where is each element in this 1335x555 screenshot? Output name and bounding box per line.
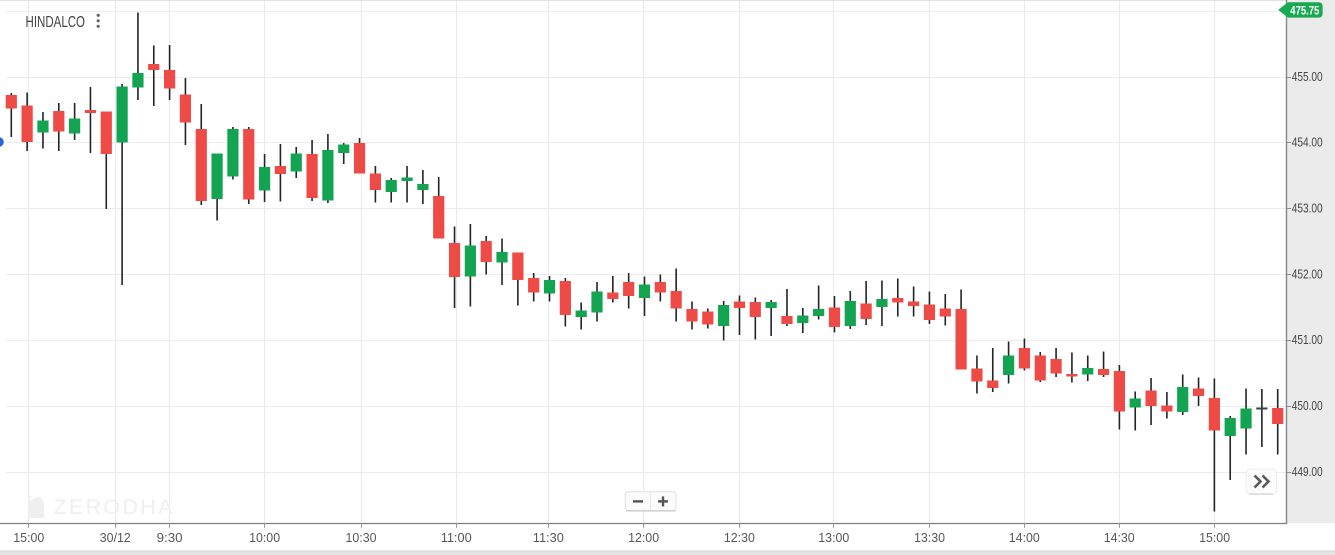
svg-text:11:30: 11:30 — [533, 530, 564, 545]
svg-text:13:30: 13:30 — [914, 530, 945, 545]
svg-text:10:30: 10:30 — [346, 530, 377, 545]
svg-text:452.00: 452.00 — [1292, 267, 1323, 281]
svg-text:11:00: 11:00 — [441, 530, 472, 545]
svg-text:30/12: 30/12 — [100, 530, 131, 545]
svg-text:9:30: 9:30 — [157, 530, 183, 545]
svg-text:13:00: 13:00 — [818, 530, 849, 545]
svg-text:12:00: 12:00 — [628, 530, 659, 545]
svg-text:15:00: 15:00 — [13, 530, 44, 545]
svg-text:455.00: 455.00 — [1292, 70, 1323, 84]
svg-text:450.00: 450.00 — [1292, 399, 1323, 413]
svg-text:451.00: 451.00 — [1292, 333, 1323, 347]
svg-text:HINDALCO: HINDALCO — [26, 14, 86, 31]
svg-text:15:00: 15:00 — [1199, 530, 1230, 545]
svg-text:12:30: 12:30 — [724, 530, 755, 545]
svg-text:475.75: 475.75 — [1290, 4, 1319, 18]
svg-text:449.00: 449.00 — [1292, 465, 1323, 479]
svg-text:454.00: 454.00 — [1292, 136, 1323, 150]
svg-text:10:00: 10:00 — [249, 530, 280, 545]
svg-text:14:30: 14:30 — [1104, 530, 1135, 545]
svg-text:14:00: 14:00 — [1009, 530, 1040, 545]
svg-text:ZERODHA: ZERODHA — [54, 495, 175, 519]
svg-text:453.00: 453.00 — [1292, 202, 1323, 216]
